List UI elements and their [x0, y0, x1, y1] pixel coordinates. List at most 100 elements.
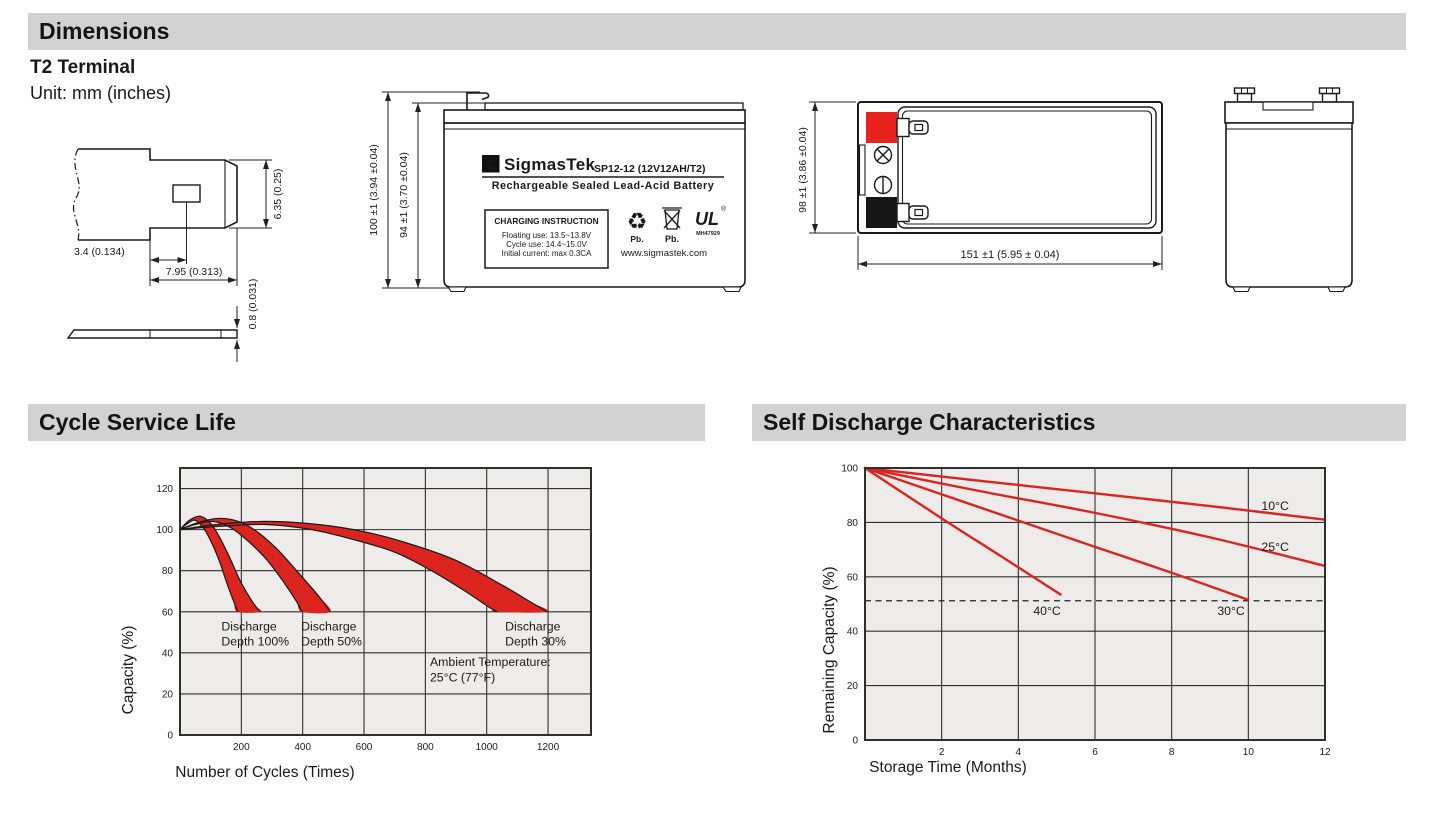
lid-rim	[484, 102, 744, 111]
battery-lid	[443, 109, 746, 124]
charging-line-2: Cycle use: 14.4~15.0V	[506, 240, 587, 249]
dim-case-height: 94 ±1 (3.70 ±0.04)	[398, 152, 410, 238]
ul-file-number: MH47929	[696, 231, 720, 237]
annotation-text: 25°C (77°F)	[430, 670, 495, 684]
svg-text:60: 60	[162, 607, 174, 618]
model-number: SP12-12 (12V12AH/T2)	[594, 163, 705, 175]
terminal-hole	[172, 184, 201, 203]
terminal-side-strip	[66, 329, 238, 339]
annotation-text: Ambient Temperature:	[430, 655, 551, 669]
battery-top-view: 98 ±1 (3.86 ±0.04) 151 ±1 (5.95 ±	[797, 101, 1163, 270]
terminal-nub	[1318, 87, 1341, 103]
bin-pb-label: Pb.	[665, 234, 679, 244]
top-view-case	[857, 101, 1163, 234]
svg-text:1000: 1000	[476, 742, 499, 753]
plot-border	[179, 467, 592, 736]
dim-tab-height: 6.35 (0.25)	[272, 169, 284, 220]
band-edge	[179, 515, 261, 613]
band-edge	[179, 519, 239, 612]
terminal-subtitle: T2 Terminal	[30, 57, 136, 78]
sigma-logo-square	[482, 155, 500, 173]
series-line	[863, 466, 1327, 521]
series-label: 30°C	[1217, 604, 1245, 618]
annotation-text: Depth 30%	[505, 634, 566, 648]
svg-text:200: 200	[233, 742, 250, 753]
annotation-text: Discharge	[221, 619, 277, 633]
dim-hole-offset: 3.4 (0.134)	[74, 246, 125, 258]
recycle-pb-label: Pb.	[630, 234, 643, 244]
terminal-hook	[466, 92, 490, 110]
svg-text:600: 600	[356, 742, 373, 753]
positive-blade-terminal	[896, 117, 929, 138]
y-axis-title: Capacity (%)	[120, 626, 137, 715]
dim-tab-length: 7.95 (0.313)	[166, 266, 223, 278]
terminal-nub	[1233, 87, 1256, 103]
positive-terminal-marker	[866, 112, 897, 143]
y-axis-title: Remaining Capacity (%)	[821, 566, 838, 733]
charging-line-1: Floating use: 13.5~13.8V	[502, 231, 592, 240]
battery-end-view	[1224, 87, 1354, 293]
crossed-bin-icon	[662, 207, 682, 230]
battery-front-view: 100 ±1 (3.94 ±0.04) 94 ±1 (3.70 ±0.04) Σ…	[368, 91, 746, 293]
svg-text:0: 0	[167, 731, 173, 742]
svg-text:1200: 1200	[537, 742, 560, 753]
break-line	[72, 148, 80, 241]
band-edge	[179, 517, 331, 613]
series-line	[863, 466, 1062, 596]
battery-type-line: Rechargeable Sealed Lead-Acid Battery	[492, 180, 715, 192]
terminal-detail-drawing: 3.4 (0.134) 7.95 (0.313) 6.35 (0.25) 0.8…	[66, 148, 284, 362]
temperature-series: 10°C 25°C 30°C 40°C	[863, 466, 1327, 618]
svg-text:800: 800	[417, 742, 434, 753]
x-axis-title: Storage Time (Months)	[869, 759, 1027, 776]
screw-cross-icon	[873, 145, 893, 165]
brand-name: SigmasTek	[504, 155, 595, 174]
discharge-bands	[179, 515, 549, 614]
x-axis-title: Number of Cycles (Times)	[175, 764, 354, 781]
end-view-body	[1225, 122, 1353, 288]
unit-note: Unit: mm (inches)	[30, 83, 172, 103]
svg-text:8: 8	[1169, 747, 1175, 758]
annotation-text: Discharge	[301, 619, 357, 633]
top-view-inner-rim	[897, 106, 1157, 229]
svg-text:4: 4	[1016, 747, 1022, 758]
svg-text:100: 100	[156, 525, 173, 536]
band-fill	[180, 516, 262, 613]
ul-registered-icon: ®	[721, 205, 727, 213]
svg-text:100: 100	[841, 464, 858, 475]
charging-instruction-box	[484, 209, 609, 269]
svg-text:40: 40	[162, 648, 174, 659]
svg-text:120: 120	[156, 484, 173, 495]
series-label: 25°C	[1261, 540, 1289, 554]
series-line	[863, 466, 1327, 568]
svg-text:10: 10	[1243, 747, 1255, 758]
tick-labels: 0 20 40 60 80 100 120 200 400 600 800 1000 1200	[156, 484, 559, 753]
section-header-cycle-life: Cycle Service Life	[28, 404, 705, 441]
svg-text:20: 20	[847, 681, 859, 692]
svg-text:6: 6	[1092, 747, 1098, 758]
sigma-icon: Σ	[487, 157, 495, 172]
charging-title: CHARGING INSTRUCTION	[494, 216, 598, 226]
svg-text:60: 60	[847, 572, 859, 583]
negative-blade-terminal	[896, 202, 929, 223]
screw-slot-icon	[873, 175, 893, 195]
series-label: 40°C	[1033, 604, 1061, 618]
svg-text:12: 12	[1319, 747, 1331, 758]
annotation-text: Depth 50%	[301, 634, 362, 648]
annotation-text: Discharge	[505, 619, 561, 633]
terminal-tab-outline	[78, 148, 238, 241]
website-text: www.sigmastek.com	[620, 248, 707, 259]
charging-line-3: Initial current: max 0.3CA	[502, 249, 592, 258]
plot-border	[864, 467, 1326, 741]
svg-text:400: 400	[294, 742, 311, 753]
band-fill	[180, 521, 549, 613]
series-label: 10°C	[1261, 499, 1289, 513]
recycle-icon: ♻	[627, 208, 648, 234]
dim-length: 151 ±1 (5.95 ± 0.04)	[961, 249, 1060, 261]
svg-text:80: 80	[847, 518, 859, 529]
lid-notch	[1262, 101, 1314, 111]
svg-text:80: 80	[162, 566, 174, 577]
svg-text:0: 0	[852, 736, 858, 747]
dim-width: 98 ±1 (3.86 ±0.04)	[797, 127, 809, 213]
